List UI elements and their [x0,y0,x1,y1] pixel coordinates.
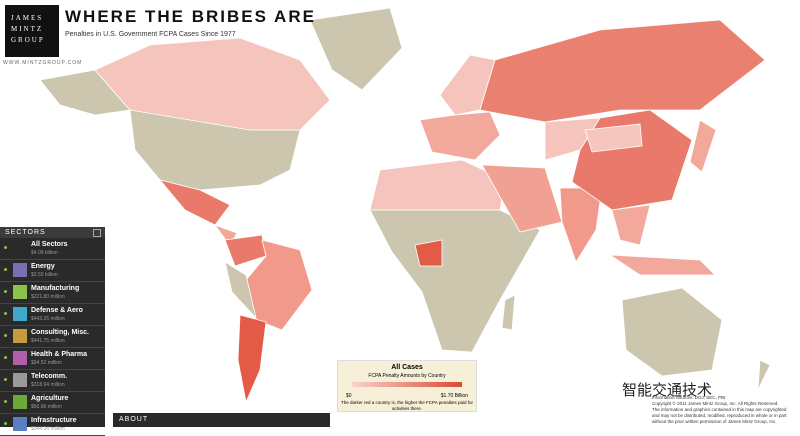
sector-name: Manufacturing [31,285,80,292]
sidebar: SECTORS All Sectors $4.09 billion Energy $2… [0,227,105,436]
logo: JAMES MINTZ GROUP [5,5,59,57]
australia [621,287,723,377]
sector-item[interactable]: Defense & Aero $443.26 million [0,304,105,326]
legend-title: All Cases [391,364,423,371]
legend-min: $0 [346,393,352,399]
status-dot [4,290,7,293]
sector-amount: $443.26 million [31,316,65,322]
status-dot [4,356,7,359]
sidebar-title: SECTORS [5,229,46,236]
sector-item[interactable]: Health & Pharma $94.52 million [0,348,105,370]
sector-icon [13,285,27,299]
russia [479,19,766,123]
sector-name: All Sectors [31,241,68,248]
legend-note: The darker red a country is, the higher … [341,400,473,411]
indonesia [608,254,716,276]
madagascar [501,294,516,331]
sector-amount: $2.55 billion [31,272,58,278]
sidebar-header: SECTORS [0,227,105,238]
legend: All Cases FCPA Penalty Amounts by Countr… [337,360,477,412]
credit-line: The information and graphics contained i… [652,407,787,412]
status-dot [4,400,7,403]
collapse-button[interactable] [93,229,101,237]
page: {"header": {"logo": ["JAMES", "MINTZ", "… [0,5,787,436]
sector-icon [13,307,27,321]
sector-icon [13,351,27,365]
europe [419,111,501,161]
status-dot [4,246,7,249]
website: WWW.MINTZGROUP.COM [3,60,83,66]
status-dot [4,268,7,271]
credits: Information Sources: DOJ, SEC, PIB Copyri… [652,395,787,425]
sector-name: Consulting, Misc. [31,329,89,336]
status-dot [4,334,7,337]
sector-item[interactable]: Energy $2.55 billion [0,260,105,282]
sector-item[interactable]: Consulting, Misc. $441.75 million [0,326,105,348]
sector-item[interactable]: Telecomm. $318.94 million [0,370,105,392]
sector-name: Telecomm. [31,373,68,380]
sector-name: Health & Pharma [31,351,88,358]
status-dot [4,378,7,381]
sector-amount: $4.09 billion [31,250,58,256]
status-dot [4,312,7,315]
color-ramp [352,382,462,387]
legend-max: $1.70 Billion [440,393,468,399]
about-bar[interactable]: ABOUT [113,413,330,427]
canada [94,37,331,131]
sector-icon [13,263,27,277]
sector-icon [13,417,27,431]
mexico [158,179,231,226]
sector-icon [13,395,27,409]
nigeria [414,239,443,267]
sector-name: Defense & Aero [31,307,83,314]
sector-list: All Sectors $4.09 billion Energy $2.55 bill… [0,238,105,436]
logo-line: MINTZ [11,25,44,33]
sector-name: Energy [31,263,55,270]
sector-item[interactable]: Agriculture $50.66 million [0,392,105,414]
peru-bolivia [224,261,257,320]
alaska [39,69,131,116]
sector-name: Infrastructure [31,417,77,424]
brazil [245,239,313,331]
new-zealand [757,359,771,391]
colombia-venezuela [224,234,267,267]
sector-amount: $318.94 million [31,382,65,388]
credit-line: without the prior written permission of … [652,419,777,424]
sector-amount: $94.52 million [31,360,62,366]
logo-line: GROUP [11,36,45,44]
southeast-asia [611,204,651,246]
sector-icon [13,373,27,387]
africa [369,209,541,353]
logo-line: JAMES [11,14,44,22]
sector-name: Agriculture [31,395,69,402]
watermark: 智能交通技术 [622,382,713,399]
sector-item[interactable]: Infrastructure $344.34 million [0,414,105,436]
credit-line: and may not be distributed, modified, re… [652,413,787,418]
usa [129,109,301,191]
world-map [39,7,771,404]
sector-item[interactable]: Manufacturing $221.80 million [0,282,105,304]
india [559,187,603,263]
sector-amount: $221.80 million [31,294,65,300]
sector-icon [13,329,27,343]
greenland [309,7,403,91]
argentina [237,314,267,404]
sector-amount: $441.75 million [31,338,65,344]
credit-line: Copyright © 2011 James Mintz Group, Inc.… [652,401,779,406]
subtitle: Penalties in U.S. Government FCPA Cases … [65,31,236,38]
status-dot [4,422,7,425]
legend-subtitle: FCPA Penalty Amounts by Country [368,373,446,379]
japan [689,119,717,173]
sector-item[interactable]: All Sectors $4.09 billion [0,238,105,260]
mongolia [584,123,643,153]
sector-amount: $50.66 million [31,404,62,410]
credit-line: Information Sources: DOJ, SEC, PIB [652,395,726,400]
title: WHERE THE BRIBES ARE [65,7,316,26]
